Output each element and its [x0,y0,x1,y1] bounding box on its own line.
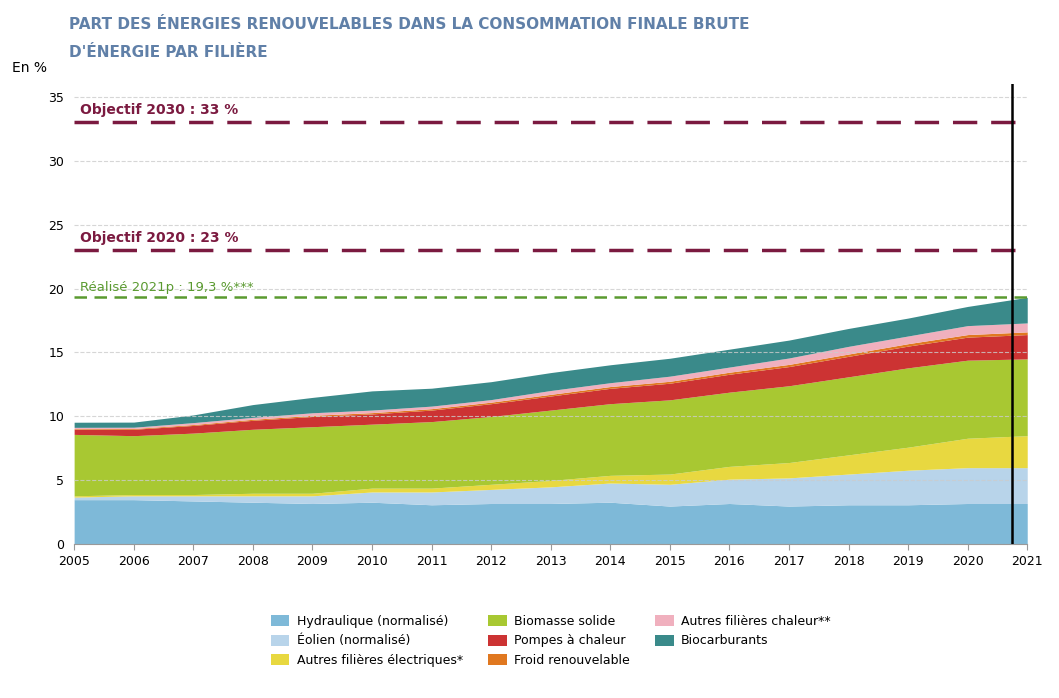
Text: Objectif 2030 : 33 %: Objectif 2030 : 33 % [80,103,238,117]
Legend: Hydraulique (normalisé), Éolien (normalisé), Autres filières électriques*, Bioma: Hydraulique (normalisé), Éolien (normali… [270,615,831,667]
Text: PART DES ÉNERGIES RENOUVELABLES DANS LA CONSOMMATION FINALE BRUTE: PART DES ÉNERGIES RENOUVELABLES DANS LA … [69,17,750,32]
Text: Objectif 2020 : 23 %: Objectif 2020 : 23 % [80,231,238,245]
Text: Réalisé 2021p : 19,3 %***: Réalisé 2021p : 19,3 %*** [80,281,254,294]
Text: D'ÉNERGIE PAR FILIÈRE: D'ÉNERGIE PAR FILIÈRE [69,45,268,60]
Text: En %: En % [13,61,48,75]
